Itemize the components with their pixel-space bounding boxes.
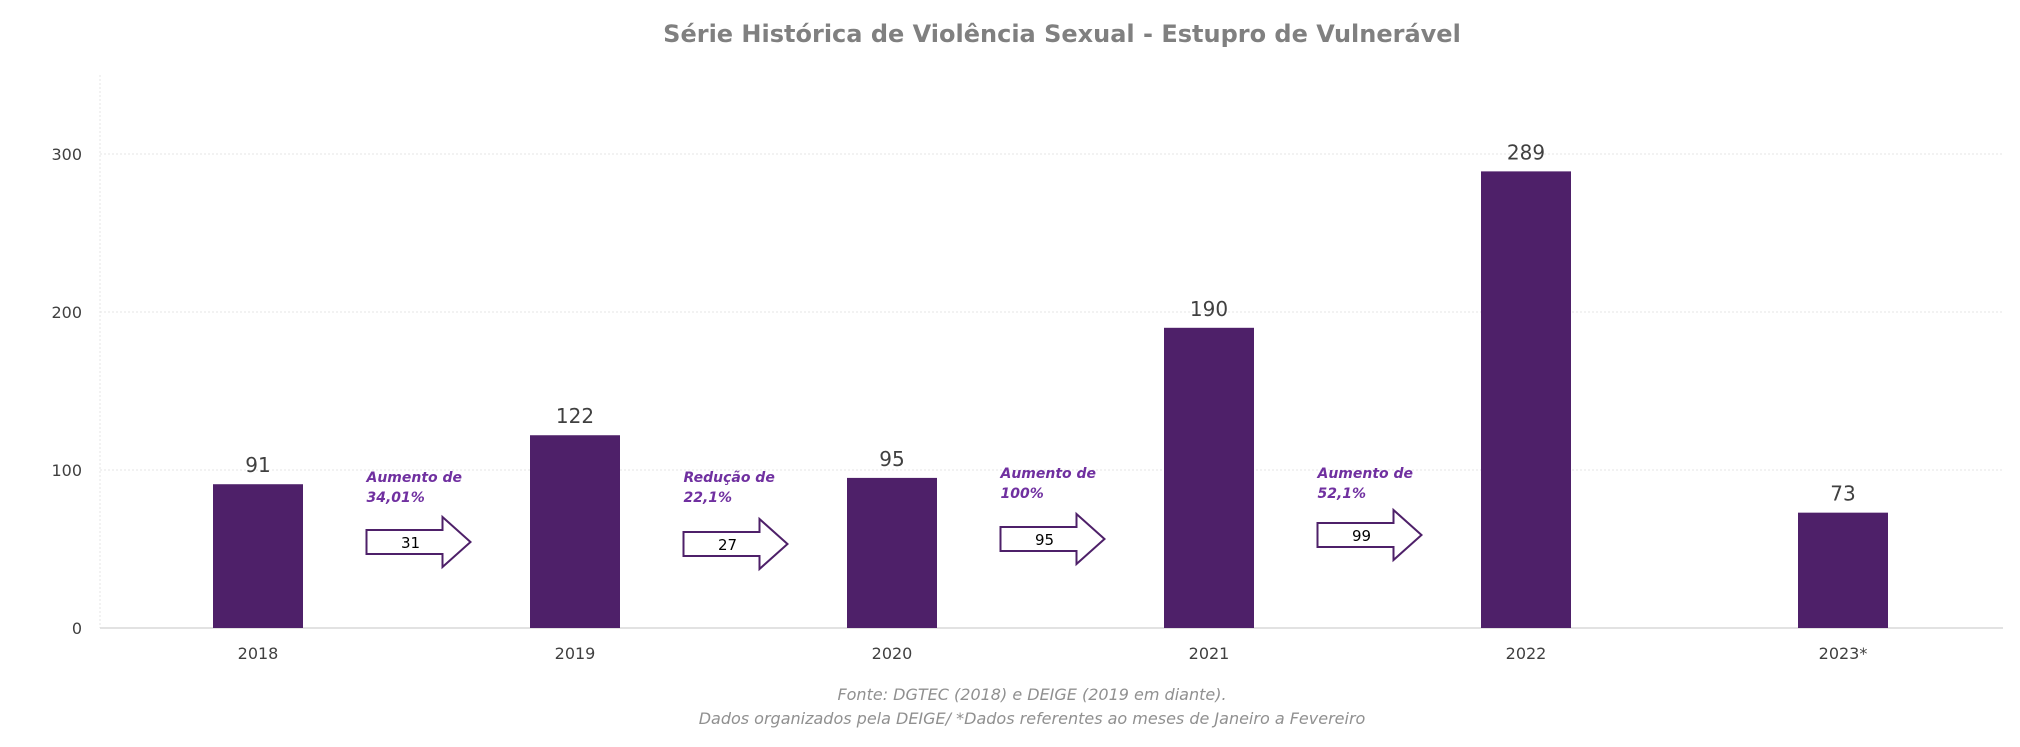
annotations: Aumento de 34,01% 31 Redução de 22,1% 27 Aumen… — [365, 466, 1424, 572]
bar-2022 — [1481, 171, 1571, 628]
arrow-value-1: 31 — [401, 534, 420, 552]
annotation-text-3: Aumento de 100% — [1000, 466, 1097, 502]
arrow-value-4: 99 — [1352, 527, 1371, 545]
x-tick-label-2020: 2020 — [872, 644, 913, 663]
arrow-2 — [682, 516, 790, 572]
source-note: Fonte: DGTEC (2018) e DEIGE (2019 em dia… — [699, 685, 1366, 728]
source-line-1: Fonte: DGTEC (2018) e DEIGE (2019 em dia… — [837, 685, 1226, 704]
annotation-line: 100% — [1001, 486, 1044, 502]
bar-2019 — [530, 435, 620, 628]
source-line-2: Dados organizados pela DEIGE/ *Dados ref… — [699, 709, 1366, 728]
annotation-text-4: Aumento de 52,1% — [1317, 466, 1414, 502]
data-label-2022: 289 — [1507, 140, 1545, 164]
annotation-text-1: Aumento de 34,01% — [366, 470, 463, 506]
annotation-line: 22,1% — [684, 490, 733, 506]
x-tick-label-2019: 2019 — [555, 644, 596, 663]
annotation-line: Aumento de — [366, 470, 463, 486]
x-tick-label-2018: 2018 — [238, 644, 279, 663]
arrow-3 — [999, 511, 1107, 567]
data-label-2019: 122 — [556, 404, 594, 428]
annotation-line: 52,1% — [1318, 486, 1367, 502]
data-label-2020: 95 — [879, 447, 904, 471]
arrow-value-3: 95 — [1035, 531, 1054, 549]
bar-2018 — [213, 484, 303, 628]
x-tick-label-2023: 2023* — [1819, 644, 1868, 663]
bar-2021 — [1164, 327, 1254, 628]
data-label-2021: 190 — [1190, 297, 1228, 321]
y-tick-label-0: 0 — [72, 619, 82, 638]
data-label-2023: 73 — [1830, 482, 1855, 506]
bars: 91 122 95 190 289 73 — [213, 140, 1888, 628]
chart-title: Série Histórica de Violência Sexual - Es… — [663, 20, 1461, 48]
x-tick-label-2022: 2022 — [1506, 644, 1547, 663]
y-tick-label-300: 300 — [51, 145, 82, 164]
y-tick-label-100: 100 — [51, 461, 82, 480]
annotation-line: 34,01% — [367, 490, 425, 506]
grid — [100, 153, 2003, 471]
arrow-value-2: 27 — [718, 536, 737, 554]
bar-2020 — [847, 477, 937, 628]
arrow-1 — [365, 514, 473, 570]
x-tick-label-2021: 2021 — [1189, 644, 1230, 663]
annotation-line: Aumento de — [1317, 466, 1414, 482]
annotation-text-2: Redução de 22,1% — [684, 470, 775, 506]
annotation-line: Redução de — [684, 470, 775, 486]
y-tick-label-200: 200 — [51, 303, 82, 322]
axes: 0 100 200 300 2018 2019 2020 2021 2022 2023* — [51, 75, 2003, 663]
data-label-2018: 91 — [245, 453, 270, 477]
bar-2023 — [1798, 512, 1888, 628]
annotation-line: Aumento de — [1000, 466, 1097, 482]
arrow-4 — [1316, 507, 1424, 563]
